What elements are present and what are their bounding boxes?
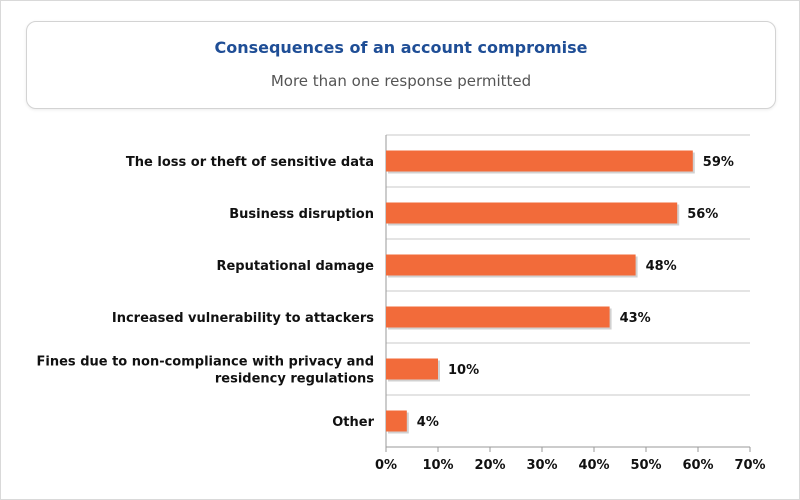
bar-value-label: 4% — [417, 415, 439, 430]
bar — [386, 202, 678, 224]
bar-value-label: 10% — [448, 363, 479, 378]
bar — [386, 150, 693, 172]
header-card: Consequences of an account compromise Mo… — [26, 21, 776, 109]
bar-value-label: 59% — [703, 155, 734, 170]
bar — [386, 410, 407, 432]
category-label: Business disruption — [229, 207, 374, 222]
x-tick-label: 70% — [734, 458, 765, 473]
x-tick-label: 50% — [630, 458, 661, 473]
x-tick-label: 30% — [526, 458, 557, 473]
chart-title: Consequences of an account compromise — [214, 38, 588, 57]
x-tick-label: 60% — [682, 458, 713, 473]
category-label: residency regulations — [215, 372, 374, 387]
x-tick-label: 0% — [375, 458, 397, 473]
bar-value-label: 56% — [687, 207, 718, 222]
category-label: The loss or theft of sensitive data — [126, 155, 374, 170]
bar — [386, 254, 636, 276]
category-label: Increased vulnerability to attackers — [112, 311, 374, 326]
category-label: Fines due to non-compliance with privacy… — [37, 355, 374, 370]
bar — [386, 306, 610, 328]
x-tick-label: 40% — [578, 458, 609, 473]
bar — [386, 358, 438, 380]
bar-value-label: 48% — [646, 259, 677, 274]
category-label: Reputational damage — [216, 259, 374, 274]
bar-value-label: 43% — [620, 311, 651, 326]
x-tick-label: 10% — [422, 458, 453, 473]
x-tick-label: 20% — [474, 458, 505, 473]
category-label: Other — [332, 415, 374, 430]
chart-subtitle: More than one response permitted — [270, 72, 532, 90]
